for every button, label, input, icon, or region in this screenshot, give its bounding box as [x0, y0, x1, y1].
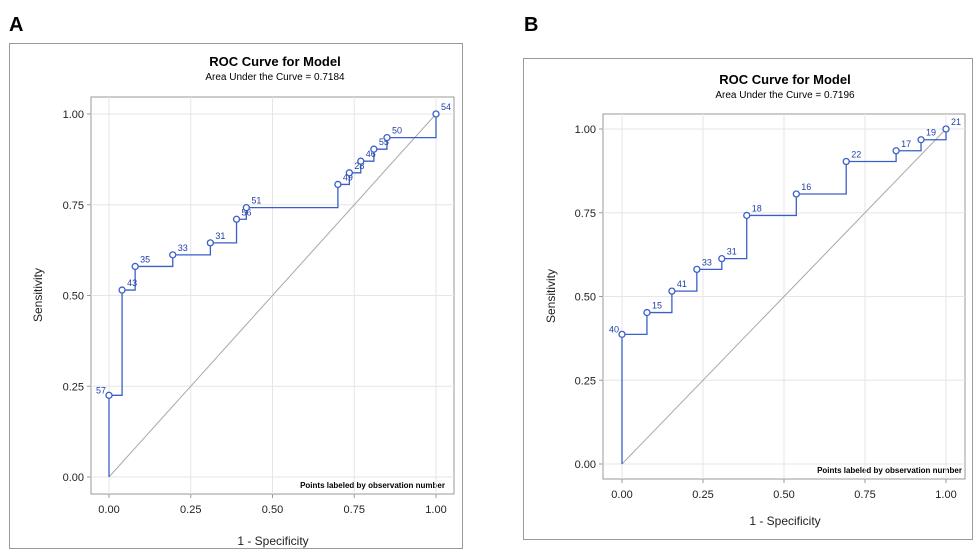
roc-chart-a: ROC Curve for Model Area Under the Curve…	[31, 54, 455, 548]
chart-b-point-label: 33	[702, 257, 712, 267]
chart-a-ytick-label: 0.00	[63, 472, 84, 484]
chart-b-ytick-label: 0.50	[575, 292, 596, 304]
chart-a-grid	[90, 96, 455, 495]
chart-b-point-21	[942, 125, 950, 133]
chart-b-ylabel: Sensitivity	[544, 269, 558, 323]
chart-b-point-18	[743, 211, 751, 220]
roc-chart-b: ROC Curve for Model Area Under the Curve…	[544, 72, 966, 528]
chart-a-xtick-label: 1.00	[425, 504, 446, 516]
chart-b-diagonal-reference	[621, 128, 947, 465]
chart-a-point-label: 49	[343, 172, 353, 182]
chart-b-footnote: Points labeled by observation number	[817, 466, 962, 475]
chart-b-subtitle: Area Under the Curve = 0.7196	[715, 90, 855, 101]
chart-a-xlabel: 1 - Specificity	[237, 534, 308, 548]
chart-a-ytick-label: 0.50	[63, 291, 84, 303]
chart-a-point-33	[169, 251, 177, 259]
chart-b-xtick-label: 1.00	[935, 489, 956, 501]
chart-a-footnote: Points labeled by observation number	[300, 481, 445, 490]
chart-b-point-label: 19	[926, 128, 936, 138]
chart-a-point-54	[432, 110, 440, 118]
chart-a-point-label: 55	[379, 137, 389, 147]
chart-a-point-label: 50	[392, 126, 402, 136]
chart-b-point-label: 40	[609, 324, 619, 334]
chart-b-point-16	[792, 190, 800, 198]
chart-a-xtick-label: 0.50	[262, 504, 283, 516]
chart-b-xlabel: 1 - Specificity	[749, 514, 820, 528]
chart-a-xtick-label: 0.75	[344, 504, 365, 516]
chart-b-point-40	[618, 330, 626, 339]
chart-b-grid	[602, 113, 966, 480]
chart-a-subtitle: Area Under the Curve = 0.7184	[205, 72, 345, 83]
chart-b-title: ROC Curve for Model	[719, 72, 850, 87]
chart-b-xtick-label: 0.50	[773, 489, 794, 501]
chart-b-point-31	[718, 254, 726, 263]
chart-a-point-51	[242, 204, 250, 212]
chart-a-ytick-label: 0.25	[63, 381, 84, 393]
chart-b-frame	[523, 58, 973, 540]
chart-a-point-label: 33	[178, 243, 188, 253]
chart-a-point-label: 51	[251, 196, 261, 206]
chart-b-ytick-label: 0.25	[575, 375, 596, 387]
chart-a-point-label: 35	[140, 254, 150, 264]
chart-a-point-50	[383, 133, 391, 142]
chart-a-point-label: 43	[127, 278, 137, 288]
chart-b-ytick-label: 1.00	[575, 124, 596, 136]
chart-a-xtick-label: 0.25	[180, 504, 201, 516]
chart-b-point-15	[643, 308, 651, 317]
chart-b-point-label: 17	[901, 139, 911, 149]
chart-b-point-19	[917, 136, 925, 144]
chart-a-ytick-label: 1.00	[63, 109, 84, 121]
chart-b-point-label: 18	[752, 203, 762, 213]
chart-a-title: ROC Curve for Model	[209, 54, 340, 69]
chart-a-point-label: 46	[366, 149, 376, 159]
chart-a-point-31	[206, 239, 215, 247]
chart-a-point-35	[131, 262, 139, 271]
chart-a-ytick-label: 0.75	[63, 200, 84, 212]
chart-b-point-label: 21	[951, 117, 961, 127]
chart-b-ytick-label: 0.00	[575, 459, 596, 471]
chart-a-point-56	[232, 215, 241, 223]
chart-a-xtick-label: 0.00	[98, 504, 119, 516]
chart-a-diagonal-reference	[108, 113, 437, 478]
chart-b-xtick-label: 0.25	[692, 489, 713, 501]
chart-b-roc-curve	[621, 129, 947, 464]
chart-b-ytick-label: 0.75	[575, 208, 596, 220]
chart-a-point-label: 31	[215, 231, 225, 241]
chart-b-point-label: 22	[851, 149, 861, 159]
chart-a-point-43	[118, 286, 126, 294]
chart-b-point-label: 31	[727, 247, 737, 257]
chart-b-point-41	[668, 287, 676, 295]
chart-a-point-label: 54	[441, 102, 451, 112]
chart-a-point-label: 28	[354, 161, 364, 171]
chart-b-point-22	[842, 157, 850, 166]
chart-a-point-46	[357, 157, 365, 165]
chart-a-ylabel: Sensitivity	[31, 268, 45, 322]
chart-b-point-label: 15	[652, 301, 662, 311]
panel-label-a: A	[9, 14, 24, 36]
chart-a-point-49	[334, 180, 342, 189]
chart-b-point-label: 16	[801, 182, 811, 192]
chart-b-point-33	[693, 265, 701, 274]
chart-a-point-label: 57	[96, 385, 106, 395]
chart-b-xtick-label: 0.00	[611, 489, 632, 501]
chart-b-xtick-label: 0.75	[854, 489, 875, 501]
chart-b-point-label: 41	[677, 279, 687, 289]
chart-a-point-28	[345, 169, 353, 177]
panel-label-b: B	[524, 14, 539, 36]
chart-a-point-label: 56	[242, 207, 252, 217]
chart-a-point-55	[370, 145, 378, 153]
chart-a-point-57	[105, 391, 113, 399]
chart-b-point-17	[892, 147, 900, 155]
